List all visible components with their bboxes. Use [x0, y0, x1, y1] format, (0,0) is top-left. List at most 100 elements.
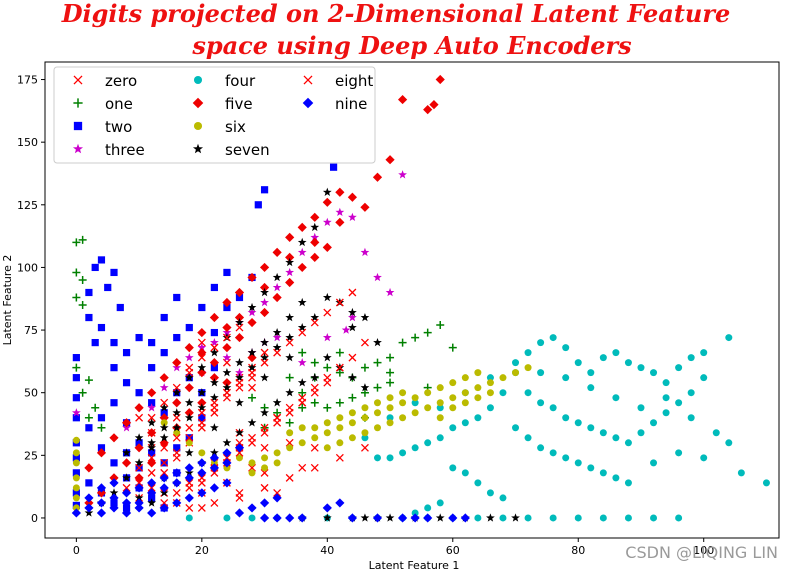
data-point-eight: [310, 463, 319, 472]
data-point-four: [524, 514, 532, 522]
data-point-eight: [260, 423, 269, 432]
data-point-six: [185, 439, 193, 447]
data-point-eight: [335, 363, 344, 372]
data-point-six: [311, 434, 319, 442]
data-point-one: [348, 393, 357, 402]
legend-marker-seven: [192, 143, 204, 154]
data-point-seven: [360, 383, 370, 392]
data-point-four: [675, 514, 683, 522]
data-point-six: [361, 429, 369, 437]
data-point-nine: [272, 513, 282, 523]
data-point-nine: [172, 478, 182, 488]
data-point-six: [273, 459, 281, 467]
y-axis-label: Latent Feature 2: [1, 255, 14, 346]
data-point-eight: [260, 358, 269, 367]
data-point-one: [72, 238, 81, 247]
data-point-six: [411, 394, 419, 402]
data-point-three: [297, 247, 307, 257]
data-point-seven: [285, 332, 295, 342]
data-point-seven: [197, 388, 207, 397]
data-point-seven: [360, 513, 370, 522]
data-point-two: [135, 389, 143, 397]
data-point-eight: [273, 413, 282, 422]
data-point-six: [449, 394, 457, 402]
data-point-two: [210, 364, 218, 372]
data-point-seven: [297, 297, 307, 307]
data-point-nine: [121, 498, 132, 508]
data-point-seven: [134, 493, 144, 502]
data-point-seven: [172, 388, 182, 397]
data-point-eight: [147, 453, 156, 462]
data-point-two: [254, 201, 262, 209]
data-point-four: [248, 514, 256, 522]
data-point-four: [524, 389, 532, 397]
data-point-two: [85, 313, 93, 322]
data-point-two: [110, 338, 118, 347]
data-point-four: [662, 379, 670, 387]
data-point-six: [210, 459, 218, 467]
data-point-zero: [260, 443, 269, 452]
data-point-eight: [235, 323, 244, 332]
legend-label-six: six: [225, 118, 246, 136]
data-point-eight: [260, 483, 269, 492]
data-point-eight: [160, 398, 169, 407]
data-point-nine: [209, 453, 219, 463]
legend-label-three: three: [105, 141, 145, 159]
data-point-six: [323, 419, 331, 427]
data-point-seven: [222, 383, 232, 392]
data-point-nine: [322, 503, 332, 513]
data-point-seven: [297, 378, 307, 387]
data-point-four: [512, 359, 520, 367]
data-point-zero: [147, 483, 156, 492]
data-point-six: [323, 429, 331, 437]
data-point-six: [449, 379, 457, 387]
data-point-four: [461, 419, 469, 427]
data-point-nine: [460, 513, 470, 523]
data-point-seven: [285, 388, 295, 397]
data-point-three: [322, 217, 332, 227]
data-point-two: [160, 409, 168, 417]
data-point-four: [725, 439, 733, 447]
data-point-one: [91, 403, 100, 412]
data-point-seven: [272, 327, 282, 337]
data-point-four: [223, 514, 231, 522]
data-point-seven: [210, 393, 219, 402]
data-point-seven: [147, 443, 157, 452]
data-point-nine: [272, 493, 282, 503]
data-point-two: [148, 399, 156, 407]
y-tick-label: 150: [17, 136, 38, 149]
data-point-zero: [260, 468, 269, 477]
data-point-four: [411, 399, 419, 407]
data-point-five: [121, 458, 132, 468]
data-point-four: [587, 384, 595, 392]
data-point-six: [524, 364, 532, 372]
data-point-eight: [323, 373, 332, 382]
data-point-four: [436, 499, 444, 507]
data-point-eight: [360, 338, 369, 347]
data-point-one: [78, 235, 87, 244]
data-point-one: [310, 398, 319, 407]
data-point-two: [148, 494, 156, 502]
data-point-four: [537, 369, 545, 377]
data-point-four: [675, 399, 683, 407]
x-tick-label: 80: [571, 544, 585, 557]
data-point-seven: [184, 413, 194, 422]
y-tick-label: 50: [24, 387, 38, 400]
legend-label-five: five: [225, 95, 253, 113]
data-point-one: [360, 363, 369, 372]
data-point-two: [97, 414, 106, 422]
data-point-three: [247, 307, 257, 317]
legend-marker-two: [73, 121, 83, 131]
data-point-six: [72, 494, 80, 502]
data-point-nine: [197, 458, 207, 468]
data-point-nine: [159, 473, 169, 483]
data-point-five: [272, 247, 282, 257]
data-point-four: [650, 514, 658, 522]
data-point-seven: [285, 312, 295, 322]
data-point-six: [336, 414, 344, 422]
data-point-two: [116, 303, 124, 312]
legend-label-nine: nine: [335, 95, 367, 113]
data-point-eight: [172, 488, 181, 497]
data-point-zero: [135, 413, 144, 422]
data-point-four: [499, 389, 507, 397]
